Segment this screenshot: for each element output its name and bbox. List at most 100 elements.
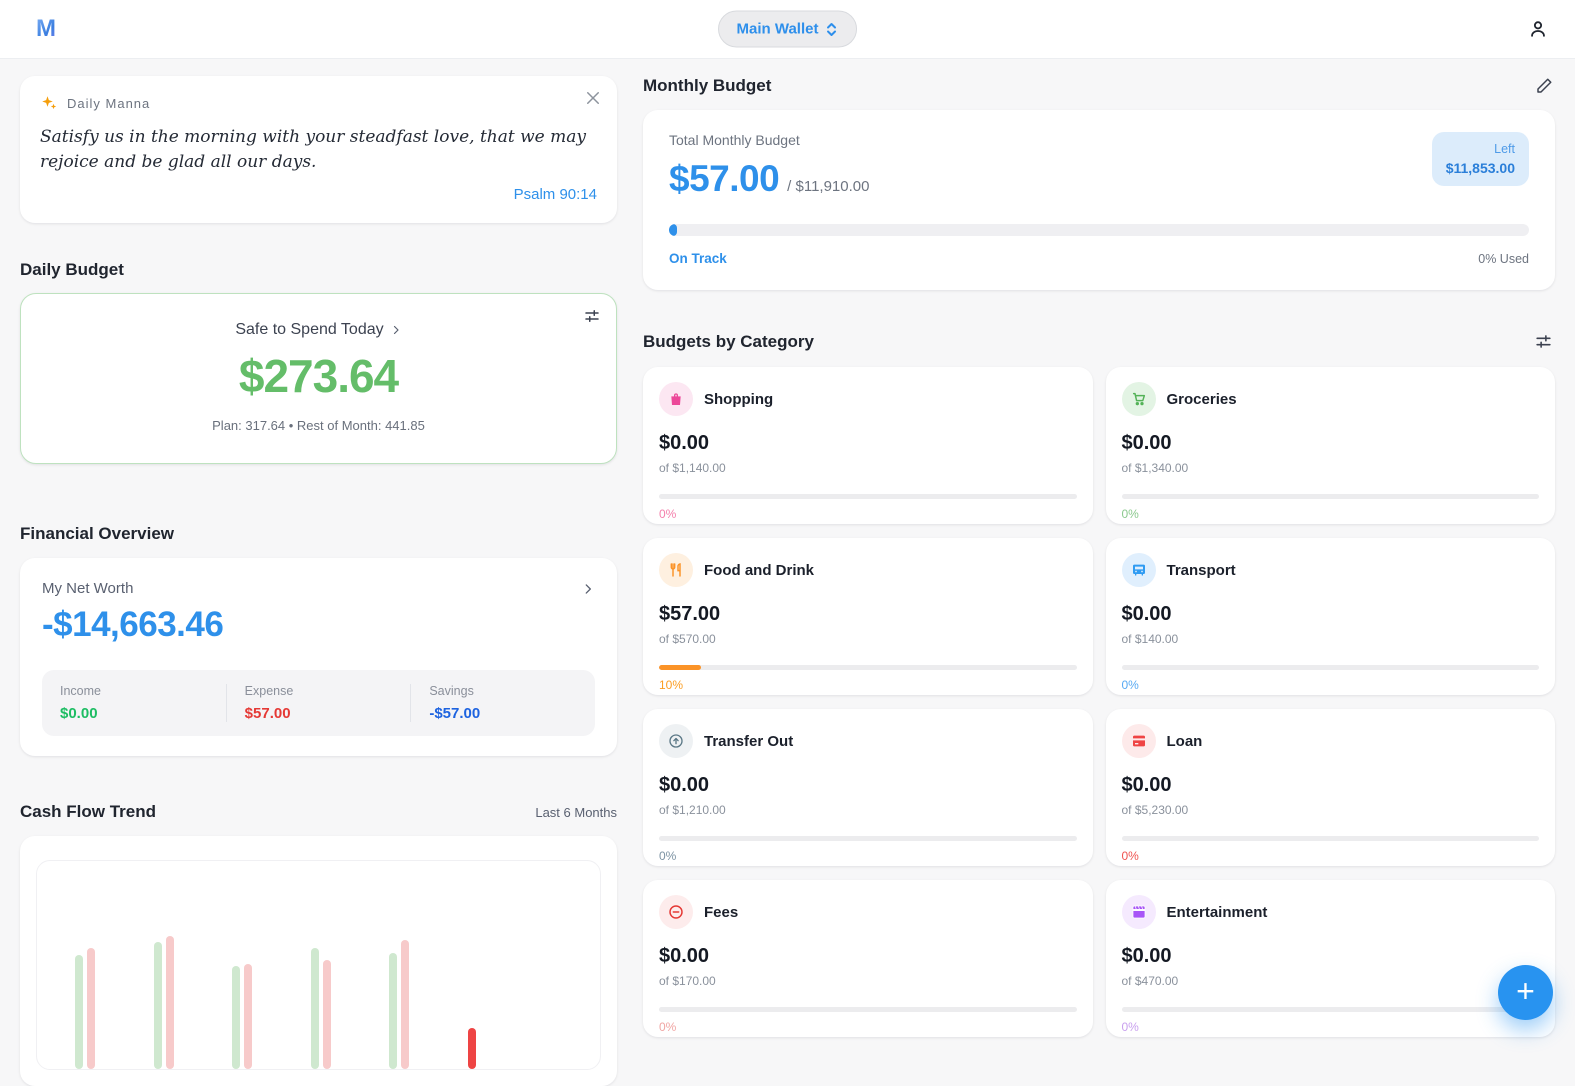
cashflow-bar-group: [310, 861, 331, 1070]
net-worth-amount: -$14,663.46: [42, 605, 224, 645]
daily-budget-heading: Daily Budget: [20, 260, 124, 280]
cashflow-bar-group: [467, 861, 476, 1070]
utensils-icon: [659, 553, 693, 587]
monthly-budget-heading: Monthly Budget: [643, 76, 772, 95]
category-card-entertainment[interactable]: Entertainment $0.00 of $470.00 0%: [1105, 880, 1555, 1037]
category-card-transfer-out[interactable]: Transfer Out $0.00 of $1,210.00 0%: [643, 709, 1093, 866]
chevron-right-icon: [390, 324, 402, 336]
top-bar: M Main Wallet: [0, 0, 1575, 59]
cashflow-bar-expense: [244, 964, 253, 1070]
cashflow-bar-income: [232, 966, 241, 1070]
close-icon[interactable]: [584, 89, 602, 107]
income-stat: Income $0.00: [42, 684, 226, 722]
category-percent: 0%: [659, 849, 677, 863]
category-budget: of $1,340.00: [1121, 461, 1189, 475]
shopping-bag-icon: [659, 382, 693, 416]
profile-button[interactable]: [1527, 18, 1549, 40]
left-value: $11,853.00: [1445, 160, 1515, 176]
verse-text: Satisfy us in the morning with your stea…: [40, 127, 586, 172]
category-card-shopping[interactable]: Shopping $0.00 of $1,140.00 0%: [643, 367, 1093, 524]
total-monthly-budget-label: Total Monthly Budget: [669, 132, 800, 148]
category-name: Transport: [1166, 561, 1236, 579]
cashflow-bar-group: [75, 861, 95, 1070]
category-card-food-and-drink[interactable]: Food and Drink $57.00 of $570.00 10%: [643, 538, 1093, 695]
monthly-spent-amount: $57.00: [669, 158, 780, 199]
cashflow-bar-expense: [401, 940, 410, 1070]
wallet-selector[interactable]: Main Wallet: [717, 10, 858, 48]
category-name: Groceries: [1166, 390, 1237, 408]
overview-stats: Income $0.00 Expense $57.00 Savings -$57…: [42, 670, 595, 737]
cashflow-bar-expense: [467, 1028, 476, 1070]
category-card-groceries[interactable]: Groceries $0.00 of $1,340.00 0%: [1105, 367, 1555, 524]
category-progress-bar: [659, 1007, 1077, 1012]
net-worth-card: My Net Worth -$14,663.46 Income $0.00 Ex…: [20, 558, 617, 757]
cashflow-bar-income: [75, 955, 83, 1070]
category-spent: $0.00: [1121, 774, 1172, 796]
minus-circle-icon: [659, 895, 693, 929]
category-budget: of $570.00: [659, 632, 716, 646]
cashflow-bar-income: [389, 953, 398, 1070]
category-card-fees[interactable]: Fees $0.00 of $170.00 0%: [643, 880, 1093, 1037]
category-progress-fill: [659, 665, 701, 670]
category-card-loan[interactable]: Loan $0.00 of $5,230.00 0%: [1105, 709, 1555, 866]
pencil-icon[interactable]: [1533, 75, 1555, 97]
wallet-selector-label: Main Wallet: [736, 20, 819, 38]
category-name: Shopping: [704, 390, 774, 408]
category-budget: of $470.00: [1121, 974, 1179, 988]
chevron-right-icon: [581, 582, 595, 596]
category-progress-bar: [659, 494, 1077, 499]
category-progress-bar: [659, 836, 1077, 841]
clapperboard-icon: [1121, 895, 1156, 929]
category-spent: $0.00: [659, 774, 710, 796]
safe-to-spend-label: Safe to Spend Today: [235, 321, 384, 339]
budget-left-badge: Left $11,853.00: [1431, 132, 1529, 186]
category-budget: of $5,230.00: [1121, 803, 1189, 817]
cashflow-bar-group: [389, 861, 410, 1070]
cash-flow-heading: Cash Flow Trend: [20, 802, 157, 822]
cash-flow-range-label: Last 6 Months: [535, 805, 617, 821]
category-spent: $0.00: [1121, 945, 1172, 967]
cashflow-bar-group: [153, 861, 174, 1070]
savings-label: Savings: [429, 684, 474, 699]
category-name: Entertainment: [1166, 903, 1268, 921]
category-percent: 0%: [1121, 678, 1139, 692]
budget-status: On Track: [669, 251, 727, 266]
category-progress-bar: [1121, 665, 1539, 670]
cashflow-bar-group: [232, 861, 253, 1070]
cashflow-bar-expense: [165, 936, 174, 1070]
category-spent: $0.00: [1121, 603, 1172, 625]
cashflow-bar-income: [153, 942, 162, 1070]
net-worth-row[interactable]: My Net Worth: [42, 580, 595, 597]
category-spent: $0.00: [1121, 432, 1172, 454]
monthly-budget-card: Total Monthly Budget $57.00 / $11,910.00…: [643, 110, 1555, 290]
category-grid: Shopping $0.00 of $1,140.00 0% Groceries: [643, 367, 1555, 1037]
credit-card-icon: [1121, 724, 1156, 758]
sliders-icon[interactable]: [583, 307, 601, 325]
bus-icon: [1121, 553, 1156, 587]
daily-budget-card: Safe to Spend Today $273.64 Plan: 317.64…: [20, 293, 617, 465]
savings-stat: Savings -$57.00: [410, 684, 595, 723]
category-percent: 0%: [1121, 849, 1139, 863]
add-transaction-button[interactable]: +: [1498, 965, 1553, 1020]
income-value: $0.00: [60, 705, 98, 723]
cashflow-bar-expense: [322, 960, 331, 1070]
budgets-by-category-heading: Budgets by Category: [643, 331, 814, 351]
income-label: Income: [60, 684, 101, 699]
app-logo: M: [36, 15, 56, 42]
shopping-cart-icon: [1121, 382, 1156, 416]
left-label: Left: [1494, 142, 1515, 156]
category-budget: of $140.00: [1121, 632, 1179, 646]
net-worth-label: My Net Worth: [42, 580, 134, 598]
sliders-icon[interactable]: [1532, 330, 1555, 353]
monthly-progress-bar: [669, 224, 1529, 236]
category-name: Food and Drink: [704, 561, 814, 579]
expense-stat: Expense $57.00: [225, 684, 411, 723]
category-percent: 0%: [659, 507, 677, 521]
cash-flow-bars: [36, 860, 601, 1071]
daily-manna-card: Daily Manna Satisfy us in the morning wi…: [20, 76, 617, 224]
category-spent: $57.00: [659, 603, 721, 625]
safe-to-spend-link[interactable]: Safe to Spend Today: [235, 321, 401, 339]
category-spent: $0.00: [659, 432, 710, 454]
category-card-transport[interactable]: Transport $0.00 of $140.00 0%: [1105, 538, 1555, 695]
verse-reference: Psalm 90:14: [513, 186, 597, 204]
